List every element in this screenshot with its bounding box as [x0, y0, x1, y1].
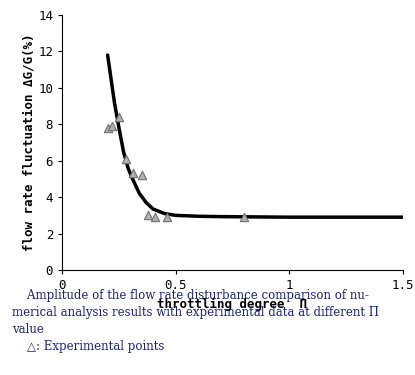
Point	[104, 125, 111, 131]
Point	[163, 214, 170, 220]
Point	[240, 214, 247, 220]
Point	[152, 214, 159, 220]
Text: Amplitude of the flow rate disturbance comparison of nu-
merical analysis result: Amplitude of the flow rate disturbance c…	[12, 289, 379, 353]
Point	[116, 114, 122, 120]
Point	[109, 123, 115, 129]
Point	[145, 212, 152, 218]
Point	[138, 172, 145, 178]
Y-axis label: flow rate fluctuation ΔG/G(%): flow rate fluctuation ΔG/G(%)	[22, 34, 35, 251]
X-axis label: throttling degree  Π: throttling degree Π	[157, 298, 308, 310]
Point	[122, 156, 129, 162]
Point	[129, 171, 136, 177]
